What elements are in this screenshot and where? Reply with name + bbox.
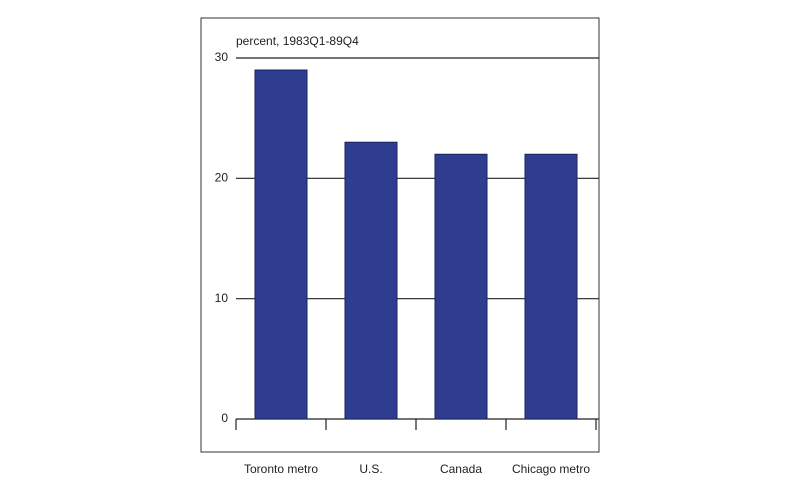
- y-tick-label: 10: [215, 291, 229, 305]
- y-tick-label: 20: [215, 171, 229, 185]
- bar: [254, 69, 308, 420]
- bar: [434, 153, 488, 420]
- x-tick-label: Chicago metro: [512, 462, 590, 476]
- x-tick-label: Toronto metro: [244, 462, 318, 476]
- x-tick-label: Canada: [440, 462, 482, 476]
- chart-frame: [200, 17, 600, 453]
- x-tick-label: U.S.: [359, 462, 382, 476]
- bar: [524, 153, 578, 420]
- y-tick-label: 30: [215, 50, 229, 64]
- y-axis-label: percent, 1983Q1-89Q4: [236, 34, 359, 48]
- bar: [344, 141, 398, 420]
- y-tick-label: 0: [221, 411, 228, 425]
